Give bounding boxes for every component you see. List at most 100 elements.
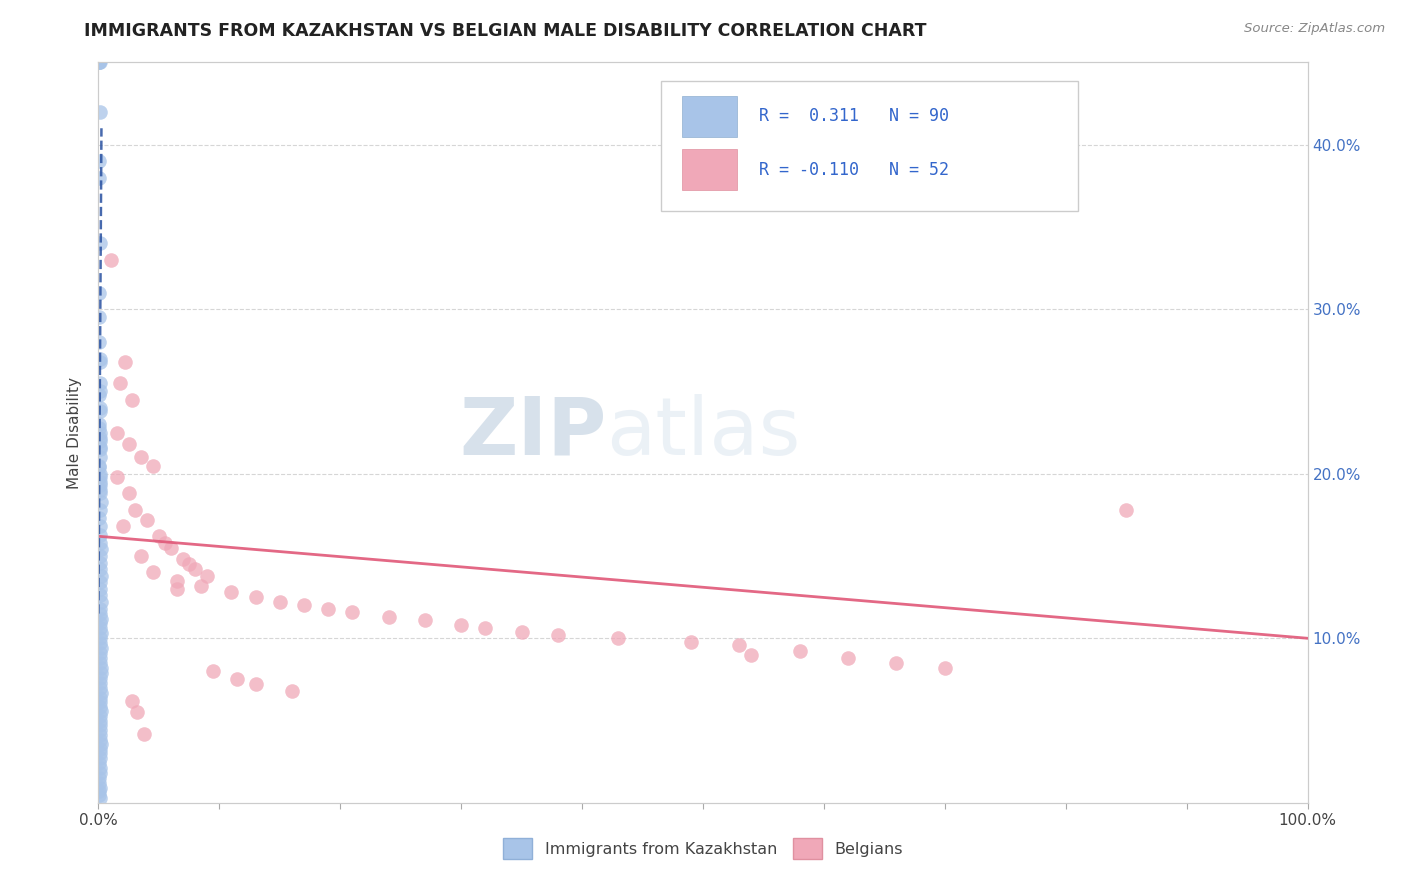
Point (89, 646, 111, 660)
Point (89, 747, 111, 761)
Point (89, 417, 111, 432)
Legend: Immigrants from Kazakhstan, Belgians: Immigrants from Kazakhstan, Belgians (496, 832, 910, 865)
Point (607, 632, 630, 646)
Point (121, 392, 143, 407)
Point (89, 388, 111, 402)
Point (90, 568, 112, 582)
Point (89, 718, 111, 732)
Point (90, 737, 112, 751)
Point (89, 708, 111, 723)
Point (316, 601, 339, 615)
Point (89, 55, 111, 70)
Point (153, 536, 176, 550)
Point (90, 595, 112, 609)
Point (221, 585, 243, 599)
Point (172, 552, 194, 566)
Text: atlas: atlas (606, 393, 800, 472)
Point (89, 690, 111, 705)
Point (89, 714, 111, 728)
Point (450, 618, 472, 632)
Point (89, 55, 111, 70)
Point (89, 104, 111, 119)
Point (105, 425, 128, 440)
Point (90, 665, 112, 680)
Point (89, 636, 111, 650)
Point (105, 470, 128, 484)
Point (129, 549, 152, 563)
Point (89, 170, 111, 185)
Point (89, 681, 111, 695)
Point (129, 450, 152, 465)
Point (114, 355, 136, 369)
Point (89, 790, 111, 805)
Text: Source: ZipAtlas.com: Source: ZipAtlas.com (1244, 22, 1385, 36)
Point (89, 589, 111, 603)
Point (142, 458, 165, 473)
Point (202, 664, 225, 678)
Point (166, 574, 188, 588)
Point (89, 431, 111, 445)
Point (510, 624, 533, 639)
Point (89, 355, 111, 369)
FancyBboxPatch shape (682, 96, 737, 136)
Point (89, 607, 111, 621)
Point (108, 376, 131, 391)
Point (281, 684, 304, 698)
Point (90, 685, 112, 699)
Point (89, 761, 111, 775)
Point (89, 154, 111, 169)
Point (90, 542, 112, 557)
Point (124, 503, 146, 517)
Point (413, 613, 436, 627)
Point (89, 695, 111, 709)
Point (89, 621, 111, 635)
Point (190, 579, 212, 593)
Point (89, 470, 111, 484)
Point (89, 784, 111, 798)
Point (292, 599, 315, 613)
Point (245, 590, 267, 604)
Point (89, 434, 111, 448)
Point (89, 376, 111, 391)
Point (728, 638, 751, 652)
Point (89, 766, 111, 780)
Point (89, 575, 111, 590)
Point (342, 605, 364, 619)
Point (679, 634, 702, 648)
Point (89, 475, 111, 489)
Text: R =  0.311   N = 90: R = 0.311 N = 90 (759, 108, 949, 126)
Point (89, 442, 111, 456)
Point (87, 310, 110, 325)
Point (89, 460, 111, 475)
Point (90, 626, 112, 640)
Point (89, 671, 111, 685)
Point (837, 651, 859, 665)
Point (89, 536, 111, 550)
Point (89, 556, 111, 570)
Point (160, 541, 183, 555)
Point (934, 661, 956, 675)
Point (179, 558, 201, 572)
Point (89, 458, 111, 473)
Point (166, 582, 188, 596)
Point (89, 675, 111, 690)
Point (89, 728, 111, 742)
Point (89, 503, 111, 517)
Point (886, 656, 908, 670)
Point (89, 384, 111, 399)
Point (789, 644, 811, 658)
Point (89, 425, 111, 440)
Point (89, 562, 111, 576)
Point (89, 723, 111, 738)
Point (90, 661, 112, 675)
Point (100, 252, 122, 267)
Point (89, 450, 111, 465)
Y-axis label: Male Disability: Male Disability (67, 376, 83, 489)
Point (740, 648, 762, 662)
Point (547, 628, 569, 642)
Point (89, 486, 111, 500)
Point (195, 568, 218, 582)
Point (90, 641, 112, 656)
Point (118, 486, 141, 500)
Point (121, 694, 143, 708)
